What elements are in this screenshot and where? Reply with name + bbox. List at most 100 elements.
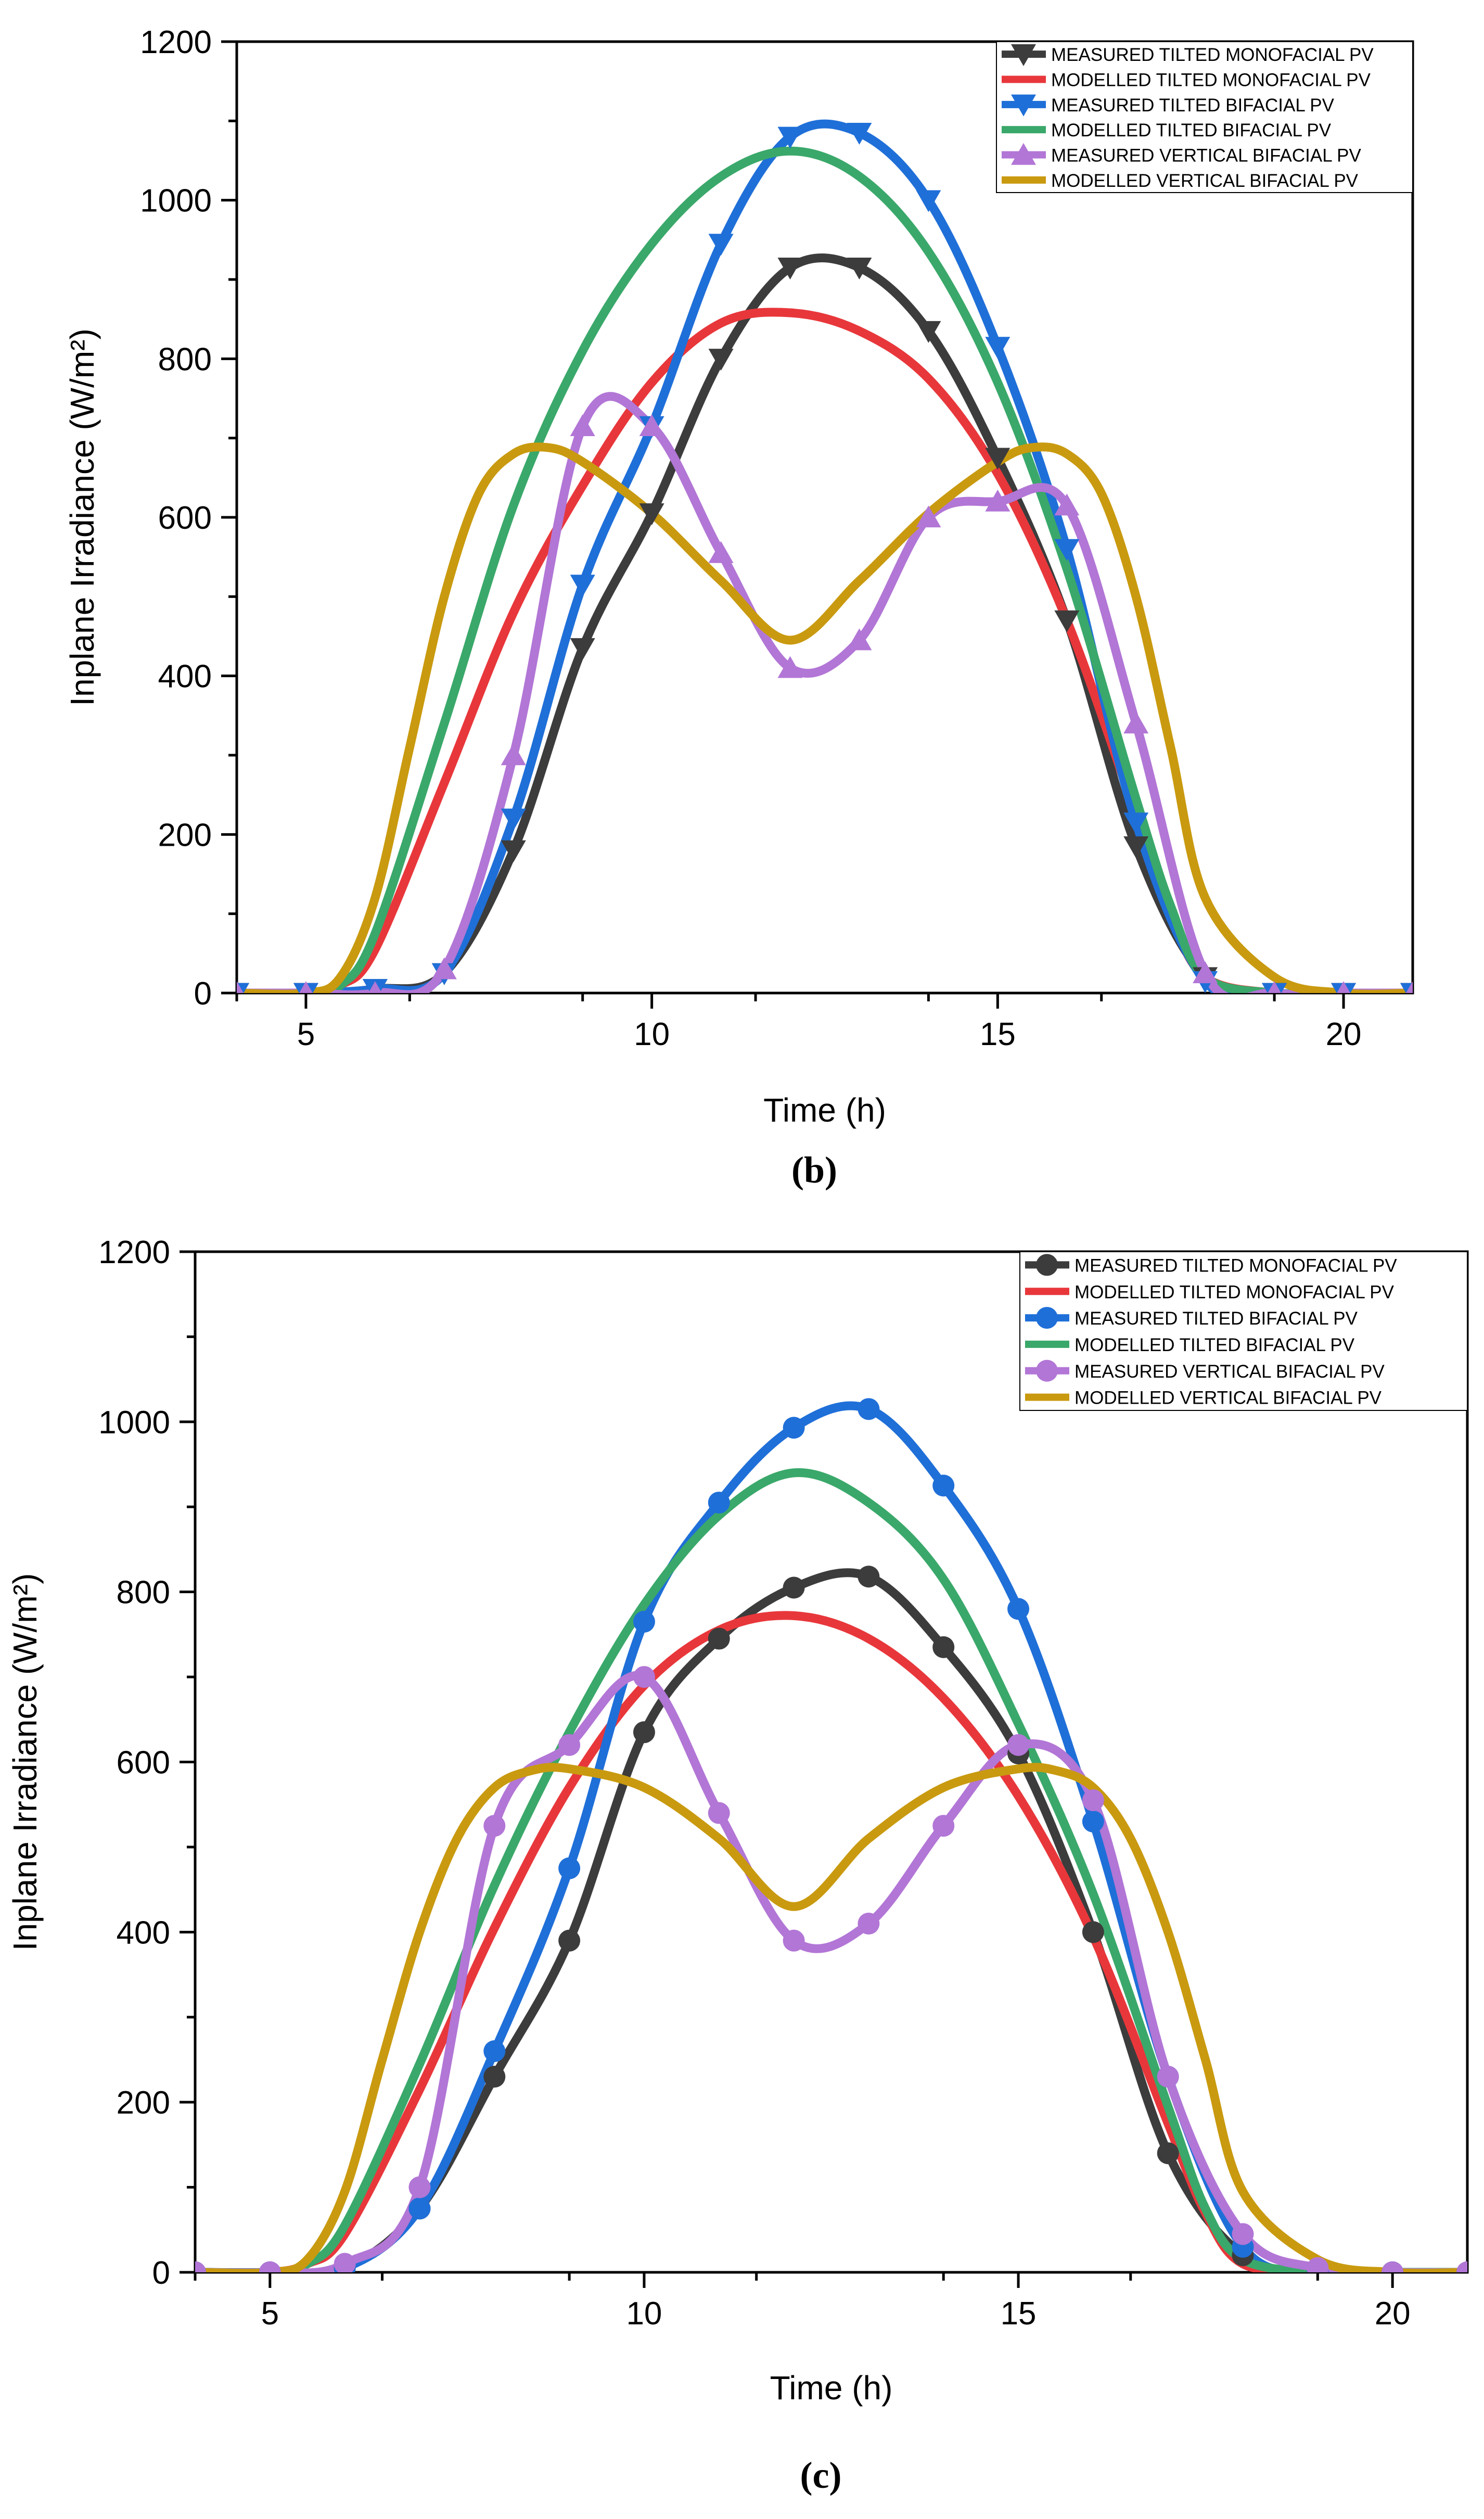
data-point xyxy=(1054,539,1080,561)
plot-area xyxy=(195,1398,1467,2272)
chart-panel-1: 0 200 400 600 800 1000 1200 5 10 15 20 Time (h) Inpl… xyxy=(6,1235,1469,2496)
series-line-4 xyxy=(237,392,1413,993)
y-tick-label: 0 xyxy=(152,2255,170,2291)
data-point xyxy=(501,743,526,766)
series-line-4 xyxy=(195,1671,1467,2272)
legend-box xyxy=(996,41,1413,193)
plot-area xyxy=(237,119,1413,993)
data-point xyxy=(501,808,526,831)
series-line-3 xyxy=(237,146,1413,993)
legend-marker xyxy=(1036,1307,1058,1329)
data-point xyxy=(558,1929,581,1952)
data-point xyxy=(1381,2261,1404,2272)
legend-label: MODELLED VERTICAL BIFACIAL PV xyxy=(1051,171,1359,191)
data-point xyxy=(483,2066,506,2088)
data-point xyxy=(570,575,595,597)
data-point xyxy=(1082,1921,1104,1943)
legend-marker xyxy=(1011,94,1036,117)
data-point xyxy=(858,1912,880,1935)
data-point xyxy=(916,321,941,343)
data-point xyxy=(1007,1734,1030,1756)
data-point xyxy=(1157,2066,1179,2088)
data-point xyxy=(916,505,941,528)
y-tick-label: 1000 xyxy=(98,1405,170,1441)
panel-caption: (c) xyxy=(800,2454,842,2496)
data-point xyxy=(1405,981,1413,993)
x-tick-label: 5 xyxy=(297,1016,315,1052)
data-point xyxy=(633,1666,655,1688)
x-tick-label: 15 xyxy=(980,1016,1016,1052)
data-point xyxy=(1123,711,1149,734)
y-tick-label: 1000 xyxy=(140,183,212,219)
data-point xyxy=(639,414,664,437)
data-point xyxy=(708,349,734,371)
data-point xyxy=(408,2176,431,2198)
data-point xyxy=(299,981,313,993)
data-point xyxy=(1123,836,1149,858)
legend-marker xyxy=(1036,1254,1058,1276)
data-point xyxy=(1007,1598,1030,1620)
data-point xyxy=(501,840,526,862)
data-point xyxy=(483,1815,506,1837)
data-point xyxy=(777,126,803,149)
legend-marker xyxy=(1011,44,1036,66)
data-point xyxy=(708,1627,730,1650)
data-point xyxy=(847,257,872,279)
legend-label: MEASURED VERTICAL BIFACIAL PV xyxy=(1074,1362,1385,1382)
legend: MEASURED TILTED MONOFACIAL PV MODELLED TI… xyxy=(1019,1251,1468,1411)
series-line-5 xyxy=(195,1763,1467,2272)
data-point xyxy=(633,1721,655,1744)
legend-label: MODELLED TILTED BIFACIAL PV xyxy=(1051,120,1332,141)
data-point xyxy=(1054,493,1080,516)
data-point xyxy=(1123,812,1149,835)
legend-label: MEASURED TILTED MONOFACIAL PV xyxy=(1074,1255,1397,1276)
data-point xyxy=(777,656,803,678)
panel-caption: (b) xyxy=(791,1149,837,1191)
data-point xyxy=(1082,1789,1104,1812)
x-tick-label: 20 xyxy=(1375,2296,1411,2332)
data-point xyxy=(639,503,664,526)
data-point xyxy=(932,1815,955,1837)
x-tick-label: 5 xyxy=(261,2296,279,2332)
data-point xyxy=(783,1417,805,1439)
data-point xyxy=(708,541,734,563)
legend-label: MODELLED TILTED MONOFACIAL PV xyxy=(1051,70,1371,91)
y-tick-label: 400 xyxy=(117,1915,170,1951)
data-point xyxy=(916,190,941,212)
legend-label: MEASURED TILTED BIFACIAL PV xyxy=(1051,95,1335,116)
series-line-3 xyxy=(195,1468,1467,2272)
data-point xyxy=(558,1857,581,1879)
data-point xyxy=(858,1566,880,1588)
data-point xyxy=(570,638,595,660)
legend-box xyxy=(1019,1251,1468,1411)
data-point xyxy=(932,1636,955,1658)
data-point xyxy=(858,1398,880,1420)
data-point xyxy=(408,2197,431,2220)
y-tick-label: 400 xyxy=(158,659,212,695)
data-point xyxy=(1456,2261,1467,2272)
data-point xyxy=(783,1929,805,1952)
x-tick-label: 10 xyxy=(634,1016,670,1052)
y-tick-label: 200 xyxy=(117,2085,170,2121)
y-tick-label: 800 xyxy=(117,1575,170,1611)
data-point xyxy=(708,1492,730,1514)
y-tick-label: 1200 xyxy=(98,1235,170,1270)
data-point xyxy=(558,1734,581,1756)
data-point xyxy=(1054,610,1080,632)
data-point xyxy=(483,2040,506,2063)
legend: MEASURED TILTED MONOFACIAL PV MODELLED TI… xyxy=(996,41,1413,193)
legend-label: MEASURED VERTICAL BIFACIAL PV xyxy=(1051,146,1361,166)
x-axis-label: Time (h) xyxy=(770,2369,893,2407)
legend-label: MEASURED TILTED MONOFACIAL PV xyxy=(1051,45,1374,65)
y-tick-label: 600 xyxy=(117,1745,170,1781)
data-point xyxy=(1337,981,1351,993)
y-axis-label: Inplane Irradiance (W/m²) xyxy=(63,328,101,706)
data-point xyxy=(633,1610,655,1633)
data-point xyxy=(237,981,244,993)
x-axis-label: Time (h) xyxy=(763,1091,886,1129)
data-point xyxy=(334,2253,356,2272)
data-point xyxy=(1157,2142,1179,2165)
x-tick-label: 10 xyxy=(626,2296,662,2332)
y-tick-label: 1200 xyxy=(140,24,212,60)
